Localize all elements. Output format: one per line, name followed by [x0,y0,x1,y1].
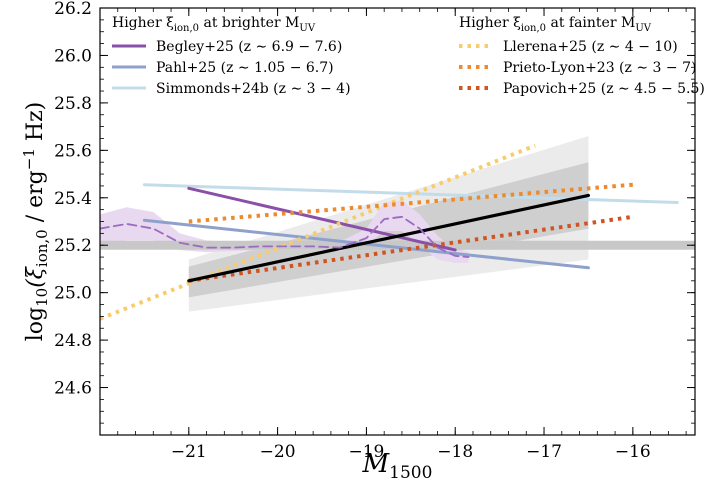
y-axis-title-xi: (ξ [23,265,48,288]
y-axis-title-log: log [23,307,48,341]
legend-right-entries: Llerena+25 (z ∼ 4 − 10) Prieto-Lyon+23 (z… [459,39,705,97]
legend-left-title: Higher ξion,0 at brighter MUV [112,15,316,34]
legend-left-entry-label: Begley+25 (z ∼ 6.9 − 7.6) [156,39,342,55]
legend-right-entry-label: Papovich+25 (z ∼ 4.5 − 5.5) [503,81,705,97]
series-running-median [100,215,470,259]
legend-right-entry-label: Prieto-Lyon+23 (z ∼ 3 − 7) [503,60,696,76]
y-tick-label: 26.0 [54,46,92,66]
x-tick-label: −19 [348,442,384,462]
legend-right-title-a: Higher ξ [459,15,521,31]
y-axis-title: log10(ξion,0 / erg−1 Hz) [20,102,51,342]
series-prieto-lyon-23 [188,182,633,224]
x-tick-label: −21 [171,442,207,462]
legend-left-entries: Begley+25 (z ∼ 6.9 − 7.6) Pahl+25 (z ∼ 1.… [112,39,351,97]
legend-right-title-sub2: UV [635,23,651,34]
y-axis-title-exp: −1 [20,148,38,170]
x-tick-label: −17 [526,442,562,462]
x-axis-title: M1500 [362,449,433,483]
legend-right-title-sub: ion,0 [521,23,546,34]
legend-left-entry-label: Simmonds+24b (z ∼ 3 − 4) [156,81,351,97]
series-lines [100,143,679,321]
x-axis-title-main: M [362,449,391,479]
y-tick-label: 25.4 [54,189,92,209]
legend-left-title-sub: ion,0 [174,23,199,34]
x-axis-title-sub: 1500 [389,463,432,483]
legend-left-entry-label: Pahl+25 (z ∼ 1.05 − 6.7) [156,60,334,76]
x-tick-label: −20 [260,442,296,462]
y-axis-title-end: Hz) [23,102,48,148]
x-tick-label: −16 [615,442,651,462]
series-llerena-25 [100,143,536,321]
legend-left-title-b: at brighter M [199,15,299,31]
legend-right-title-b: at fainter M [546,15,635,31]
y-tick-label: 24.6 [54,379,92,399]
legend-left: Higher ξion,0 at brighter MUV Begley+25 … [112,15,351,97]
y-axis-title-xi-sub: ion,0 [33,229,51,267]
series-begley-25 [187,186,457,252]
y-tick-label: 25.6 [54,141,92,161]
y-tick-label: 25.2 [54,236,92,256]
x-tick-label: −18 [437,442,473,462]
y-axis-title-units: / erg [23,170,48,229]
axis-ticks: −21 −20 −19 −18 −17 −16 24.6 24.8 25.0 25.2 25.4 25… [54,0,695,462]
y-tick-label: 26.2 [54,0,92,19]
y-tick-label: 25.0 [54,284,92,304]
series-papovich-25 [188,214,634,283]
legend-left-title-a: Higher ξ [112,15,174,31]
legend-right: Higher ξion,0 at fainter MUV Llerena+25 … [459,15,705,97]
series-simmonds-24b [142,183,679,204]
y-axis-title-log-sub: 10 [33,288,51,307]
legend-left-title-sub2: UV [299,23,315,34]
y-tick-label: 25.8 [54,94,92,114]
legend-right-title: Higher ξion,0 at fainter MUV [459,15,652,34]
legend-right-entry-label: Llerena+25 (z ∼ 4 − 10) [503,39,678,55]
series-this-work-fit [187,193,591,283]
y-tick-label: 24.8 [54,331,92,351]
